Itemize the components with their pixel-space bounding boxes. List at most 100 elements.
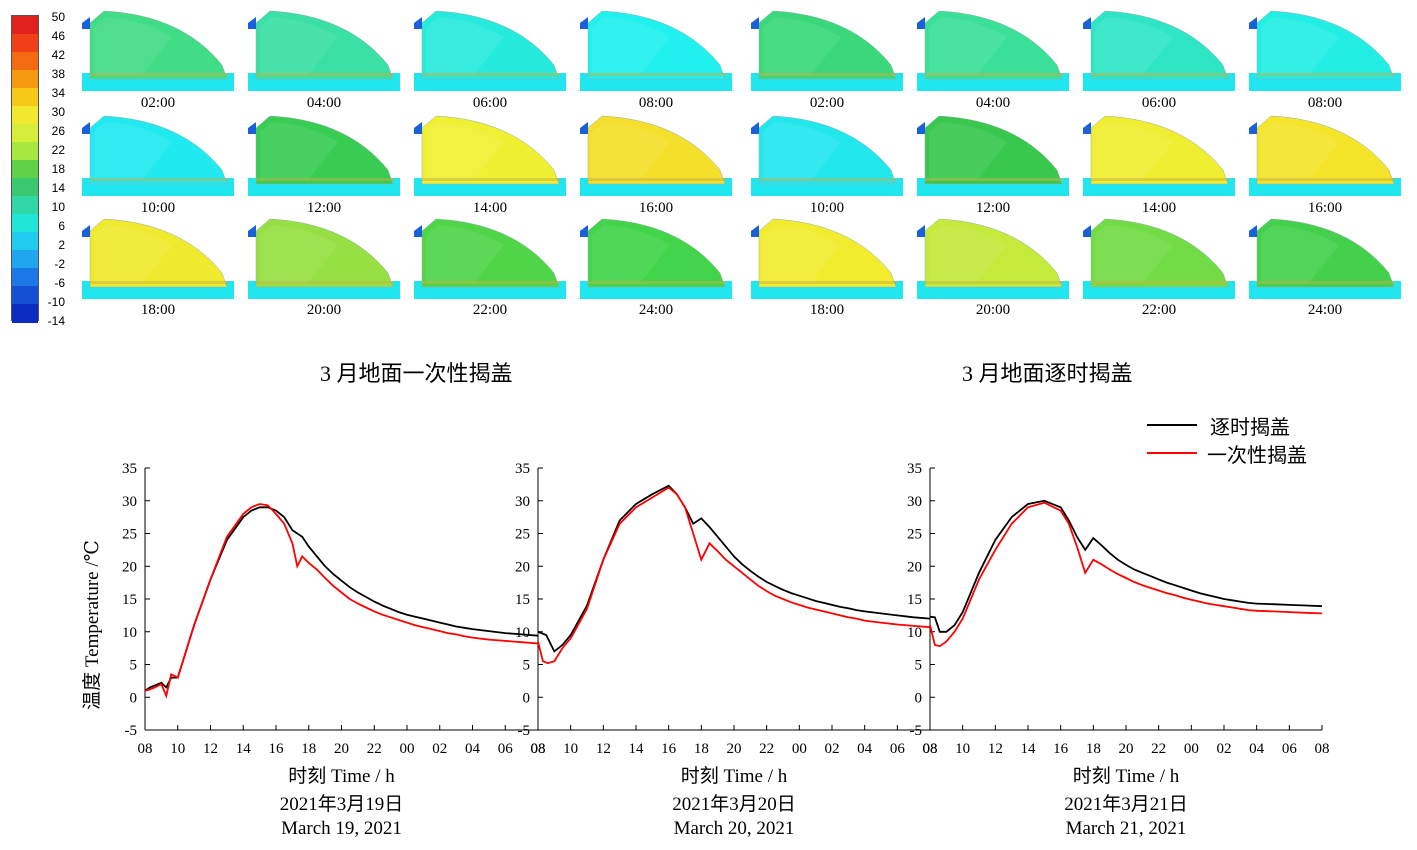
y-tick-label: 25 — [515, 527, 530, 543]
temperature-field-thumbnail — [1083, 115, 1235, 196]
thumbnail-time-label: 06:00 — [1141, 95, 1177, 111]
thumbnail-time-label: 02:00 — [809, 95, 845, 111]
y-tick-label: -5 — [518, 723, 531, 739]
thumbnail-greenhouse-shape — [1256, 10, 1395, 80]
legend: 逐时揭盖 一次性揭盖 — [1145, 410, 1345, 470]
temperature-field-thumbnail — [248, 10, 400, 91]
y-tick-label: 15 — [515, 592, 530, 608]
x-tick-label: 02 — [432, 741, 447, 757]
colorbar-segment — [12, 106, 38, 125]
temperature-field-thumbnail — [1249, 115, 1401, 196]
y-tick-label: 15 — [122, 592, 137, 608]
x-tick-label: 14 — [236, 741, 252, 757]
y-tick-label: 5 — [915, 658, 923, 674]
x-tick-label: 08 — [923, 741, 938, 757]
thumbnail-time-label: 24:00 — [1307, 302, 1343, 318]
colorbar-tick-label: 34 — [51, 86, 65, 100]
x-tick-label: 18 — [301, 741, 316, 757]
thumbnail-time-label: 18:00 — [809, 302, 845, 318]
thumbnail-floor — [422, 73, 560, 76]
thumbnail-floor — [256, 281, 394, 284]
x-axis-label: 时刻 Time / h — [288, 765, 395, 787]
y-tick-label: 30 — [907, 494, 922, 510]
thumbnail-time-label: 24:00 — [638, 302, 674, 318]
thumbnail-time-label: 16:00 — [638, 200, 674, 216]
x-tick-label: 14 — [629, 741, 645, 757]
colorbar-segment — [12, 160, 38, 179]
thumbnail-shade — [763, 122, 841, 180]
y-tick-label: -5 — [125, 723, 138, 739]
colorbar-segment — [12, 16, 38, 35]
thumbnail-shade — [426, 17, 504, 75]
x-tick-label: 08 — [1315, 741, 1330, 757]
thumbnail-shade — [1095, 17, 1173, 75]
legend-label-black: 逐时揭盖 — [1210, 417, 1290, 439]
thumbnail-time-label: 06:00 — [472, 95, 508, 111]
colorbar-segment — [12, 70, 38, 89]
thumbnail-time-label: 14:00 — [472, 200, 508, 216]
temperature-field-thumbnail — [1249, 10, 1401, 91]
series-line-onetime — [144, 503, 539, 699]
x-tick-label: 04 — [465, 741, 481, 757]
x-tick-label: 02 — [825, 741, 840, 757]
thumbnail-shade — [763, 17, 841, 75]
thumbnail-time-label: 02:00 — [140, 95, 176, 111]
y-tick-label: 25 — [122, 527, 137, 543]
colorbar — [11, 15, 39, 323]
date-label-cn: 2021年3月20日 — [672, 794, 796, 815]
colorbar-segment — [12, 232, 38, 251]
thumbnail-floor — [1257, 178, 1395, 181]
temperature-field-thumbnail — [917, 115, 1069, 196]
colorbar-tick-label: 18 — [51, 162, 65, 176]
thumbnail-corner — [1249, 122, 1257, 134]
x-tick-label: 08 — [923, 741, 938, 757]
temperature-field-thumbnail — [82, 218, 234, 299]
thumbnail-shade — [1261, 122, 1339, 180]
thumbnail-greenhouse-shape — [758, 218, 897, 288]
thumbnail-shade — [94, 225, 172, 283]
y-tick-label: 30 — [515, 494, 530, 510]
thumbnail-shade — [592, 17, 670, 75]
temperature-field-thumbnail — [414, 218, 566, 299]
thumbnail-floor — [422, 178, 560, 181]
thumbnail-shade — [260, 225, 338, 283]
colorbar-tick-label: -14 — [47, 314, 65, 328]
thumbnail-corner — [248, 17, 256, 29]
thumbnail-shade — [1095, 225, 1173, 283]
colorbar-tick-label: 26 — [51, 124, 65, 138]
series-line-hourly — [144, 506, 539, 692]
x-tick-label: 02 — [1217, 741, 1232, 757]
y-tick-label: 20 — [907, 559, 922, 575]
thumbnail-corner — [1083, 17, 1091, 29]
y-tick-label: 0 — [130, 690, 138, 706]
temperature-field-thumbnail — [414, 115, 566, 196]
colorbar-tick-label: 10 — [51, 200, 65, 214]
y-tick-label: 35 — [515, 461, 530, 477]
x-tick-label: 12 — [203, 741, 218, 757]
x-tick-label: 12 — [596, 741, 611, 757]
thumbnail-greenhouse-shape — [89, 115, 228, 185]
temperature-field-thumbnail — [248, 218, 400, 299]
y-tick-label: 0 — [523, 690, 531, 706]
thumbnail-corner — [248, 225, 256, 237]
date-label-en: March 19, 2021 — [281, 818, 402, 839]
colorbar-segment — [12, 52, 38, 71]
y-tick-label: 20 — [515, 559, 530, 575]
thumbnail-time-label: 08:00 — [1307, 95, 1343, 111]
series-line-hourly — [929, 499, 1323, 633]
thumbnail-time-label: 20:00 — [975, 302, 1011, 318]
temperature-field-thumbnail — [580, 10, 732, 91]
legend-label-red: 一次性揭盖 — [1207, 445, 1307, 467]
x-tick-label: 22 — [759, 741, 774, 757]
thumbnail-greenhouse-shape — [587, 115, 726, 185]
thumbnail-time-label: 12:00 — [975, 200, 1011, 216]
thumbnail-shade — [94, 122, 172, 180]
colorbar-segment — [12, 268, 38, 287]
thumbnail-floor — [759, 281, 897, 284]
thumbnail-floor — [256, 73, 394, 76]
y-tick-label: 0 — [915, 690, 923, 706]
thumbnail-greenhouse-shape — [421, 115, 560, 185]
thumbnail-corner — [580, 122, 588, 134]
x-tick-label: 06 — [890, 741, 906, 757]
temperature-field-thumbnail — [414, 10, 566, 91]
